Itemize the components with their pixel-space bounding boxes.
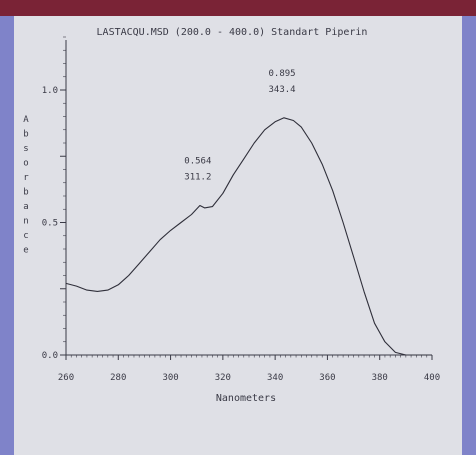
y-axis-label-letter: e bbox=[23, 246, 28, 256]
y-axis-label-letter: r bbox=[23, 173, 29, 183]
top-background-band bbox=[0, 0, 476, 16]
y-tick-label: 1.0 bbox=[42, 86, 58, 96]
y-axis-label-letter: a bbox=[23, 202, 28, 212]
x-tick-label: 400 bbox=[424, 373, 440, 383]
x-tick-label: 260 bbox=[58, 373, 74, 383]
y-axis-label-letter: A bbox=[23, 115, 29, 125]
x-tick-label: 380 bbox=[372, 373, 388, 383]
x-tick-label: 340 bbox=[267, 373, 283, 383]
chart-axes bbox=[65, 40, 432, 356]
y-tick-label: 0.5 bbox=[42, 219, 58, 229]
peak-wavelength-label: 343.4 bbox=[268, 85, 295, 95]
x-tick-label: 320 bbox=[215, 373, 231, 383]
chart-paper bbox=[14, 16, 462, 455]
chart-annotations: 0.564 311.2 0.895 343.4 bbox=[184, 69, 295, 183]
x-axis-label: Nanometers bbox=[216, 393, 276, 404]
x-tick-label: 360 bbox=[319, 373, 335, 383]
chart-plot bbox=[65, 117, 432, 356]
peak-wavelength-label: 311.2 bbox=[184, 173, 211, 183]
peak-value-label: 0.564 bbox=[184, 157, 211, 167]
y-axis-label-letter: o bbox=[23, 159, 28, 169]
chart-title: LASTACQU.MSD (200.0 - 400.0) Standart Pi… bbox=[97, 27, 368, 38]
x-tick-label: 300 bbox=[162, 373, 178, 383]
y-axis-label-letter: b bbox=[23, 130, 28, 140]
x-tick-label: 280 bbox=[110, 373, 126, 383]
y-axis-label-letter: b bbox=[23, 188, 28, 198]
chart-ticks: 260 280 300 320 340 360 380 400 0.0 0.5 1.0 bbox=[42, 36, 440, 383]
spectrum-line-0 bbox=[65, 117, 432, 356]
y-tick-label: 0.0 bbox=[42, 351, 58, 361]
y-axis-label-letter: c bbox=[23, 231, 28, 241]
peak-value-label: 0.895 bbox=[268, 69, 295, 79]
y-axis-label-letter: n bbox=[23, 217, 28, 227]
y-axis-label-letter: s bbox=[23, 144, 28, 154]
